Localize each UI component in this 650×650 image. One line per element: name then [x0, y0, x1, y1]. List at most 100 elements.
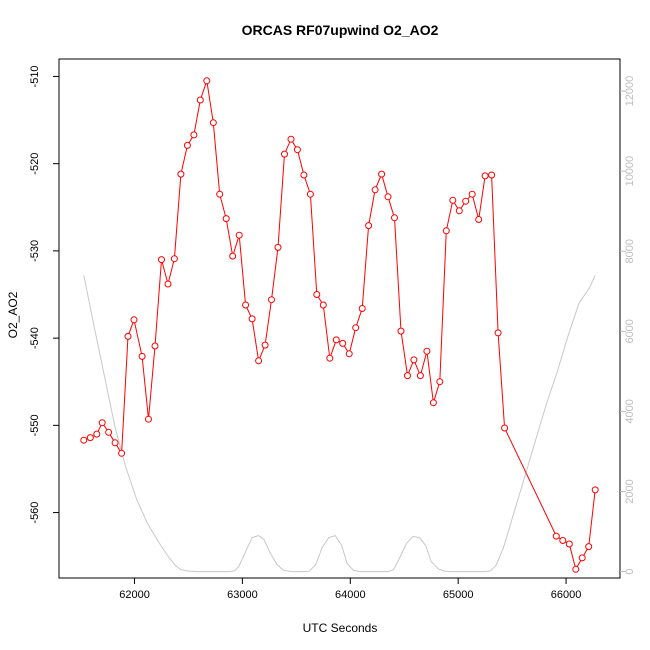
o2-point — [281, 150, 288, 158]
y2-tick-label: 6000 — [624, 319, 636, 343]
o2-point — [268, 296, 275, 304]
x-tick-label: 64000 — [335, 589, 366, 601]
o2-point — [98, 419, 106, 427]
o2-point — [242, 301, 250, 309]
y-tick-label: -520 — [29, 153, 41, 175]
o2-point — [118, 449, 126, 457]
o2-point — [494, 329, 502, 337]
o2-point — [158, 256, 165, 264]
o2-point — [358, 305, 366, 312]
o2-point — [404, 372, 411, 380]
o2-point — [429, 399, 437, 407]
plot-frame — [58, 58, 621, 579]
o2-point — [313, 291, 321, 298]
y-tick-label: -540 — [29, 327, 41, 349]
o2-point — [423, 347, 431, 355]
o2-point — [326, 354, 334, 362]
o2-series — [80, 77, 599, 573]
o2-point — [572, 565, 580, 573]
o2-point — [248, 315, 256, 323]
o2-point — [105, 428, 113, 436]
o2-point — [222, 215, 230, 223]
o2-point — [235, 231, 243, 239]
o2-point — [339, 339, 347, 347]
o2-point — [410, 356, 418, 364]
o2-point — [352, 324, 360, 332]
y-axis-label: O2_AO2 — [6, 291, 20, 338]
o2-point — [481, 172, 489, 180]
o2-point — [255, 357, 263, 365]
o2-point — [416, 372, 424, 380]
o2-point — [397, 327, 405, 335]
o2-point — [345, 350, 353, 358]
o2-point — [384, 193, 392, 201]
o2-point — [203, 77, 211, 85]
x-tick-label: 62000 — [119, 589, 150, 601]
o2-point — [80, 436, 88, 444]
o2-point — [578, 554, 586, 562]
o2-point — [488, 171, 496, 179]
o2-point — [287, 135, 295, 143]
y2-tick-label: 8000 — [624, 239, 636, 263]
o2-point — [170, 255, 178, 263]
y2-tick-label: 12000 — [624, 76, 636, 107]
o2-point — [93, 430, 101, 438]
o2-point — [216, 190, 224, 198]
y2-tick-label: 10000 — [624, 156, 636, 187]
o2-point — [378, 170, 386, 178]
x-tick-label: 66000 — [551, 589, 582, 601]
o2-point — [332, 336, 340, 344]
y-tick-label: -560 — [29, 502, 41, 524]
o2-point — [138, 352, 146, 360]
o2-point — [164, 280, 172, 288]
o2-point — [462, 197, 470, 205]
y2-tick-label: 4000 — [624, 399, 636, 423]
o2-point — [151, 342, 159, 350]
o2-point — [371, 186, 379, 194]
o2-point — [391, 214, 398, 222]
x-tick-label: 65000 — [443, 589, 474, 601]
o2-point — [190, 131, 198, 139]
y-axis-left: -510 -520 -530 -540 -550 -560 — [29, 65, 59, 524]
x-axis: 62000 63000 64000 65000 66000 — [119, 578, 581, 601]
o2-point — [475, 216, 483, 223]
o2-point — [449, 196, 457, 204]
altitude-line — [83, 275, 596, 573]
o2-point — [274, 243, 282, 251]
o2-point — [455, 207, 463, 215]
chart-title: ORCAS RF07upwind O2_AO2 — [242, 22, 439, 38]
o2-point — [145, 415, 152, 423]
o2-point — [501, 424, 509, 432]
o2-point — [130, 316, 138, 324]
altitude-series — [83, 275, 596, 573]
o2-point — [293, 146, 301, 154]
o2-point — [300, 171, 308, 179]
y-tick-label: -550 — [29, 414, 41, 436]
x-axis-label: UTC Seconds — [303, 621, 378, 635]
o2-point — [183, 141, 191, 149]
o2-point — [177, 170, 185, 178]
o2-point — [436, 378, 444, 386]
y-tick-label: -510 — [29, 65, 41, 87]
y2-tick-label: 0 — [624, 569, 636, 575]
o2-point — [365, 222, 373, 230]
o2-point — [86, 434, 94, 442]
o2-point — [559, 537, 567, 544]
o2-point — [261, 341, 269, 349]
o2-point — [591, 486, 599, 494]
o2-point — [306, 190, 314, 198]
o2-point — [565, 540, 573, 548]
o2-point — [585, 543, 593, 551]
o2-point — [124, 332, 132, 340]
o2-point — [209, 119, 217, 127]
o2-point — [468, 190, 476, 198]
y2-tick-label: 2000 — [624, 479, 636, 503]
o2-point — [442, 227, 450, 235]
y-tick-label: -530 — [29, 240, 41, 262]
o2-point — [229, 252, 237, 260]
o2-point — [111, 439, 119, 447]
o2-point — [319, 301, 327, 309]
o2-point — [196, 96, 204, 104]
y-axis-right: 0 2000 4000 6000 8000 10000 12000 — [620, 76, 636, 575]
